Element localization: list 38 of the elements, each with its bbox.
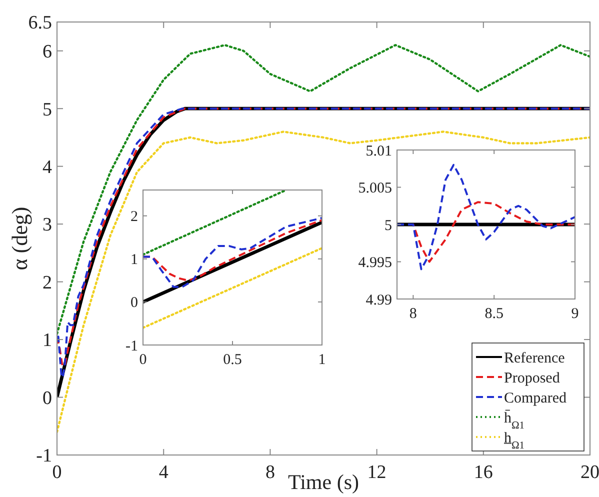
- x-tick-label: 1: [318, 352, 326, 368]
- x-tick-label: 9: [571, 306, 579, 322]
- x-tick-label: 8: [265, 462, 275, 483]
- legend-label: Compared: [504, 390, 567, 406]
- x-tick-label: 20: [580, 462, 599, 483]
- x-tick-label: 16: [474, 462, 493, 483]
- y-tick-label: 2: [42, 272, 52, 294]
- y-tick-label: 6: [42, 42, 52, 63]
- y-tick-label: -1: [126, 338, 138, 354]
- line-series: [397, 164, 575, 270]
- x-tick-label: 8: [409, 306, 417, 322]
- x-tick-label: 12: [367, 462, 386, 483]
- y-tick-label: 0: [130, 295, 138, 312]
- x-tick-label: 4: [158, 462, 169, 483]
- legend-label: Reference: [504, 350, 566, 366]
- legend-label: h̲$_{Ω1}$: [504, 430, 525, 451]
- line-series: [57, 44, 590, 335]
- y-tick-label: 4: [42, 156, 52, 178]
- legend-label: Proposed: [504, 370, 560, 386]
- y-tick-label: 0: [42, 388, 52, 409]
- y-tick-label: 4.99: [366, 292, 392, 308]
- x-tick-label: 8.5: [484, 306, 504, 322]
- x-axis-title: Time (s): [288, 470, 359, 494]
- y-tick-label: 5: [42, 99, 52, 120]
- y-tick-label: 5: [384, 218, 392, 234]
- x-tick-label: 0.5: [223, 352, 242, 368]
- y-tick-label: 2: [130, 209, 138, 226]
- y-tick-label: 5.005: [358, 180, 392, 196]
- y-tick-label: 6.5: [28, 12, 52, 34]
- y-tick-label: -1: [36, 446, 52, 467]
- y-tick-label: 4.995: [358, 255, 392, 271]
- y-tick-label: 1: [130, 252, 138, 268]
- y-tick-label: 5.01: [366, 143, 392, 160]
- y-axis-title: α (deg): [7, 206, 32, 270]
- y-tick-label: 1: [42, 330, 52, 352]
- y-tick-label: 3: [42, 214, 52, 236]
- line-series: [57, 130, 590, 434]
- legend-label: h̄$_{Ω1}$: [504, 408, 525, 431]
